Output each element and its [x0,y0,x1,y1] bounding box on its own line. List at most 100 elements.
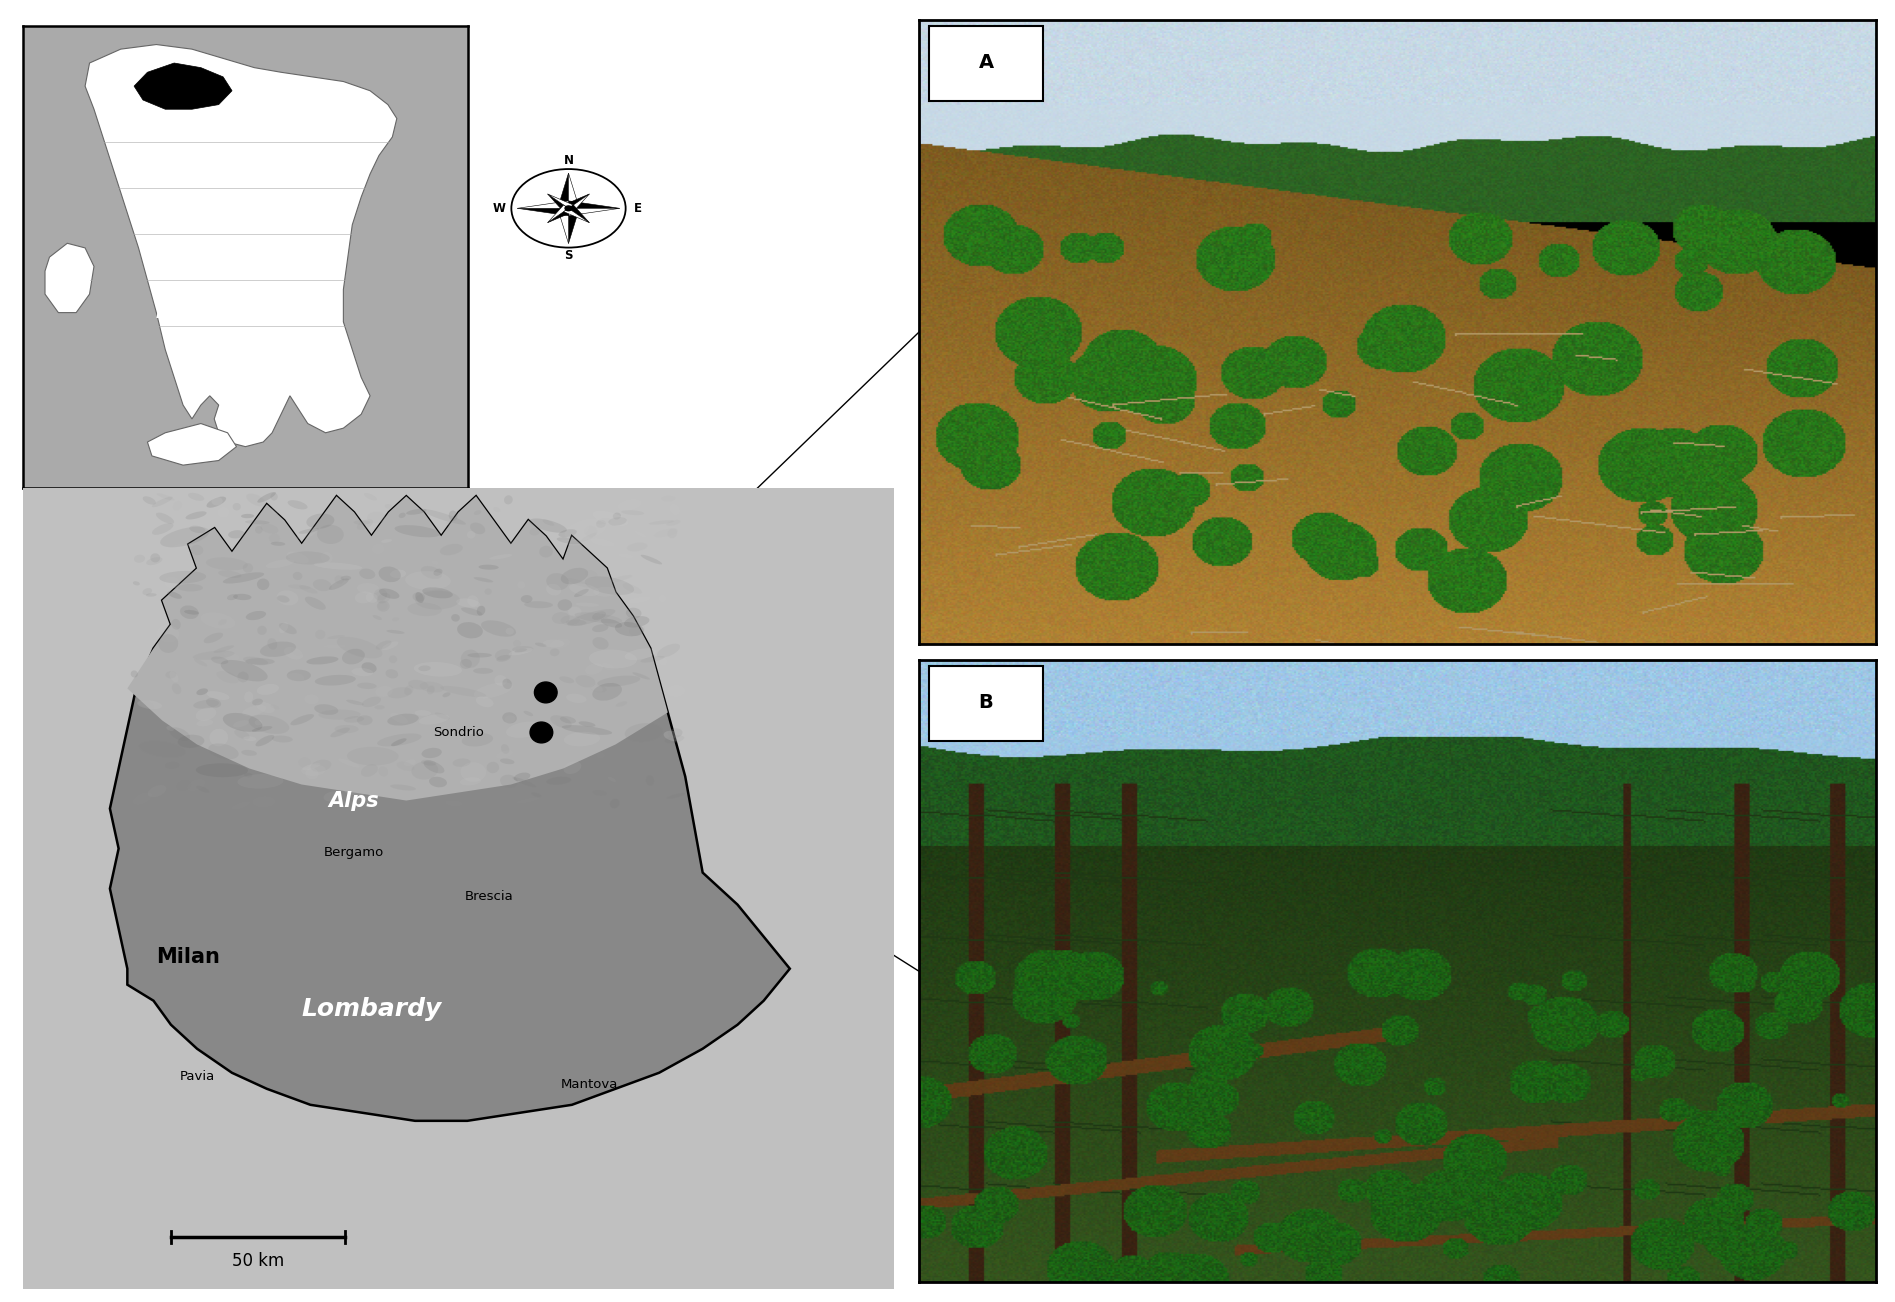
Ellipse shape [627,596,650,603]
Ellipse shape [322,552,332,564]
Ellipse shape [216,671,239,684]
Ellipse shape [226,592,233,600]
Ellipse shape [559,716,576,724]
Ellipse shape [514,648,527,652]
Ellipse shape [220,660,267,681]
Ellipse shape [224,713,262,732]
Ellipse shape [460,608,483,616]
Ellipse shape [413,661,462,677]
Ellipse shape [623,583,642,594]
Ellipse shape [243,656,269,665]
Ellipse shape [591,685,603,691]
Ellipse shape [341,648,366,664]
Ellipse shape [593,682,622,700]
Ellipse shape [561,568,587,585]
Ellipse shape [667,519,680,526]
Ellipse shape [315,674,356,686]
Ellipse shape [246,611,265,620]
Ellipse shape [531,793,542,797]
Ellipse shape [616,702,627,707]
Ellipse shape [252,699,263,706]
Ellipse shape [188,493,205,501]
Ellipse shape [316,704,341,713]
Ellipse shape [641,555,661,565]
Ellipse shape [356,715,373,725]
Ellipse shape [174,543,193,548]
Ellipse shape [479,565,498,570]
Ellipse shape [377,733,421,746]
Ellipse shape [392,617,400,621]
Ellipse shape [574,589,589,598]
Ellipse shape [271,542,286,546]
Ellipse shape [212,497,224,505]
Polygon shape [563,208,589,223]
Ellipse shape [423,587,453,599]
Ellipse shape [237,775,284,789]
Ellipse shape [567,694,587,703]
Ellipse shape [385,658,398,668]
Polygon shape [548,208,574,223]
Polygon shape [517,208,568,216]
Ellipse shape [612,513,622,519]
Ellipse shape [190,526,205,533]
Ellipse shape [244,691,254,703]
Ellipse shape [546,583,561,595]
Ellipse shape [142,496,155,505]
Ellipse shape [654,529,678,538]
Polygon shape [85,44,396,447]
Ellipse shape [601,618,622,628]
Ellipse shape [280,651,301,658]
Ellipse shape [557,599,572,611]
Ellipse shape [421,747,442,758]
Ellipse shape [593,510,627,526]
Ellipse shape [502,712,517,724]
Ellipse shape [203,633,224,643]
Ellipse shape [146,557,163,565]
Ellipse shape [303,763,320,771]
Ellipse shape [608,575,633,582]
Ellipse shape [345,788,366,796]
Polygon shape [548,204,568,223]
Ellipse shape [550,648,559,656]
Ellipse shape [284,647,303,660]
Ellipse shape [214,628,227,639]
Ellipse shape [305,596,326,609]
Ellipse shape [197,786,208,793]
Polygon shape [135,62,231,109]
FancyBboxPatch shape [929,26,1044,100]
Polygon shape [110,496,790,1121]
Ellipse shape [440,642,459,652]
Ellipse shape [381,539,392,543]
Ellipse shape [379,566,402,582]
Ellipse shape [665,736,684,743]
Ellipse shape [138,741,186,758]
Polygon shape [548,194,568,212]
Ellipse shape [406,509,426,514]
Ellipse shape [286,669,311,681]
Ellipse shape [449,510,457,521]
Ellipse shape [481,620,515,637]
Ellipse shape [159,671,184,681]
Ellipse shape [271,736,294,742]
Ellipse shape [591,612,603,617]
Ellipse shape [589,650,637,668]
Ellipse shape [305,694,318,704]
Ellipse shape [531,527,540,535]
Ellipse shape [496,655,510,661]
Ellipse shape [633,672,650,680]
Ellipse shape [415,710,430,716]
Ellipse shape [576,603,599,607]
Ellipse shape [288,500,307,509]
Ellipse shape [311,496,318,500]
Ellipse shape [542,519,553,526]
Ellipse shape [279,622,298,634]
Ellipse shape [243,564,254,573]
Ellipse shape [567,609,616,626]
Ellipse shape [188,779,205,792]
Text: N: N [563,155,574,168]
Polygon shape [563,194,589,208]
Ellipse shape [271,704,279,710]
Ellipse shape [419,665,430,672]
Ellipse shape [584,570,597,578]
Ellipse shape [252,797,275,807]
